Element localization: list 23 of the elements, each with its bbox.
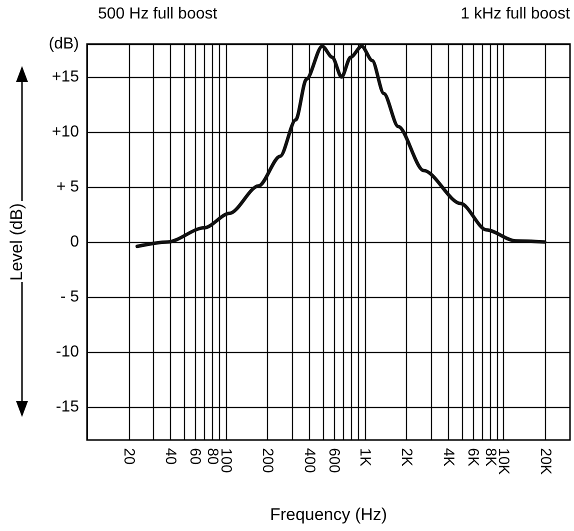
x-tick-label: 20K	[537, 448, 554, 475]
x-tick-label: 4K	[440, 448, 457, 466]
y-tick-label: 0	[70, 234, 80, 250]
x-tick-label: 20	[120, 448, 138, 465]
y-tick-label: - 5	[60, 288, 80, 306]
x-tick-label: 400	[301, 448, 318, 474]
x-tick-label: 200	[259, 448, 276, 474]
y-tick-label: -15	[56, 398, 80, 416]
x-tick-label: 1K	[356, 448, 374, 466]
y-tick-label: + 5	[56, 178, 80, 196]
y-tick-label: -10	[56, 344, 80, 360]
x-tick-label: 40	[162, 448, 180, 465]
y-tick-label: +10	[52, 124, 80, 140]
x-tick-label: 60	[186, 448, 204, 465]
x-tick-label: 2K	[398, 448, 416, 466]
x-tick-label: 6K	[464, 448, 482, 466]
y-tick-label: (dB)	[48, 36, 79, 52]
x-axis-title: Frequency (Hz)	[270, 505, 388, 524]
text: 1 kHz full boost	[460, 6, 571, 22]
y-tick-label: +15	[52, 68, 80, 86]
y-axis-title: Level (dB)	[7, 203, 26, 281]
x-tick-label: 600	[326, 448, 342, 474]
text: 500 Hz full boost	[98, 6, 218, 22]
